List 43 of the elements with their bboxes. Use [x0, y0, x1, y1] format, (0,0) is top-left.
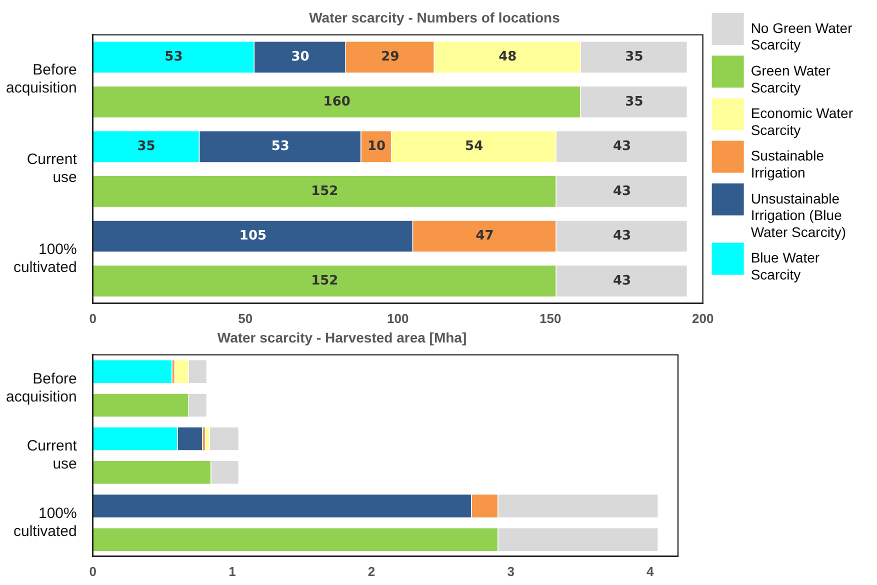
legend-label: Economic Water Scarcity	[750, 105, 854, 138]
data-label: 53	[164, 50, 183, 65]
data-label: 10	[367, 139, 386, 154]
y-tick-label: Current use	[26, 438, 78, 473]
data-label: 105	[239, 228, 267, 244]
data-label: 53	[271, 139, 290, 154]
chart-title: Water scarcity - Numbers of locations	[309, 9, 560, 26]
legend-label: Sustainable Irrigation	[750, 148, 824, 180]
data-label: 160	[323, 94, 350, 110]
x-tick-label: 200	[692, 310, 714, 326]
x-tick-label: 150	[539, 310, 562, 326]
legend-label: Unsustainable Irrigation (Blue Water Scarcity)	[750, 190, 846, 240]
data-label: 35	[137, 139, 156, 154]
x-tick-label: 100	[387, 310, 409, 326]
chart-title: Water scarcity - Harvested area [Mha]	[217, 329, 467, 346]
y-tick-label: Current use	[26, 151, 78, 186]
x-tick-label: 0	[89, 564, 96, 579]
legend-label: No Green Water Scarcity	[750, 20, 853, 53]
data-label: 35	[625, 50, 644, 65]
data-label: 29	[381, 50, 400, 65]
x-tick-label: 4	[646, 564, 655, 579]
x-tick-label: 1	[228, 564, 236, 579]
data-label: 43	[612, 139, 632, 154]
data-label: 43	[612, 273, 632, 288]
y-tick-label: Before acquisition	[6, 62, 77, 97]
y-tick-label: 100% cultivated	[14, 240, 77, 276]
data-label: 35	[625, 94, 644, 110]
data-label: 54	[465, 139, 484, 154]
data-label: 30	[291, 50, 310, 65]
data-label: 43	[612, 228, 632, 244]
data-label: 43	[612, 184, 632, 199]
x-tick-label: 3	[507, 564, 514, 579]
y-tick-label: 100% cultivated	[14, 504, 77, 540]
x-tick-label: 0	[89, 310, 96, 326]
data-label: 48	[498, 50, 517, 65]
data-label: 152	[311, 273, 338, 288]
data-label: 47	[476, 228, 494, 244]
y-tick-label: Before acquisition	[6, 370, 77, 406]
x-tick-label: 2	[368, 564, 376, 579]
legend-label: Blue Water Scarcity	[750, 250, 820, 282]
legend-label: Green Water Scarcity	[750, 62, 831, 96]
x-tick-label: 50	[238, 310, 253, 326]
data-label: 152	[311, 184, 338, 199]
